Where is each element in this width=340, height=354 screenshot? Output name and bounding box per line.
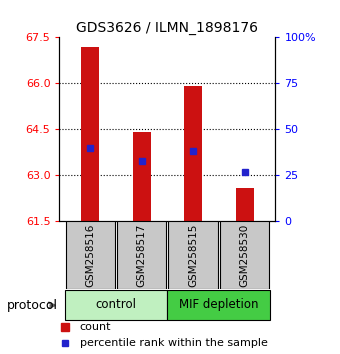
- Text: GSM258530: GSM258530: [240, 223, 250, 286]
- Bar: [117, 221, 166, 289]
- Text: count: count: [80, 322, 111, 332]
- Text: MIF depletion: MIF depletion: [179, 298, 259, 311]
- Bar: [220, 221, 269, 289]
- Bar: [236, 188, 254, 221]
- Text: protocol: protocol: [7, 299, 58, 312]
- Bar: [167, 290, 270, 320]
- Text: percentile rank within the sample: percentile rank within the sample: [80, 338, 268, 348]
- Text: GSM258516: GSM258516: [85, 223, 95, 287]
- Bar: [169, 221, 218, 289]
- Text: GSM258517: GSM258517: [137, 223, 147, 287]
- Bar: [184, 86, 202, 221]
- Bar: [81, 47, 99, 221]
- Text: GSM258515: GSM258515: [188, 223, 198, 287]
- Bar: [133, 132, 151, 221]
- Bar: [65, 290, 168, 320]
- Title: GDS3626 / ILMN_1898176: GDS3626 / ILMN_1898176: [76, 21, 258, 35]
- Text: control: control: [96, 298, 137, 311]
- Bar: [66, 221, 115, 289]
